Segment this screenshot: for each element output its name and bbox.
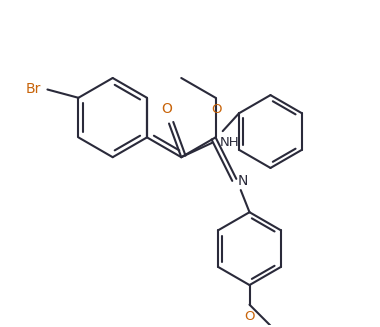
Text: Br: Br [25,82,41,96]
Text: N: N [238,174,248,188]
Text: NH: NH [220,136,239,149]
Text: O: O [162,102,173,116]
Text: O: O [244,310,255,323]
Text: O: O [211,103,222,116]
